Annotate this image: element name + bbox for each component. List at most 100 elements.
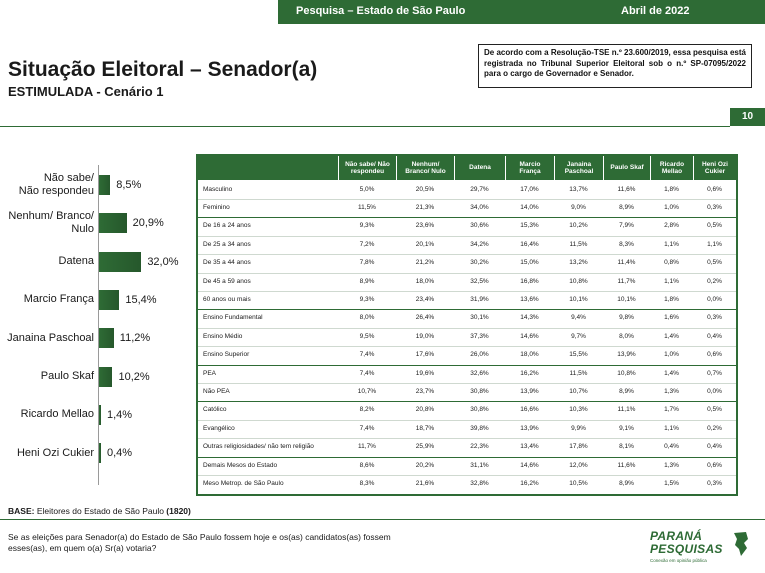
table-cell: 14,6% bbox=[520, 461, 539, 469]
table-cell: 20,1% bbox=[415, 240, 435, 248]
table-row-label: De 35 a 44 anos bbox=[203, 259, 251, 267]
table-cell: 15,0% bbox=[520, 259, 539, 267]
table-cell: 1,3% bbox=[664, 387, 679, 395]
table-cell: 29,7% bbox=[470, 185, 489, 193]
table-cell: 0,5% bbox=[707, 259, 722, 267]
table-row-separator bbox=[198, 290, 736, 292]
table-row-label: Evangélico bbox=[203, 424, 235, 432]
table-cell: 11,7% bbox=[617, 277, 636, 285]
table-cell: 0,2% bbox=[707, 424, 722, 432]
table-cell: 8,3% bbox=[359, 479, 375, 487]
table-cell: 13,2% bbox=[569, 259, 588, 267]
table-cell: 16,8% bbox=[520, 277, 539, 285]
table-cell: 30,8% bbox=[470, 406, 489, 414]
table-cell: 0,8% bbox=[664, 259, 679, 267]
table-cell: 20,5% bbox=[415, 185, 435, 193]
table-cell: 32,5% bbox=[470, 277, 489, 285]
crosstab-table: Não sabe/ Não respondeu Nenhum/Branco/ Nul… bbox=[196, 154, 738, 496]
table-cell: 0,6% bbox=[707, 185, 722, 193]
table-cell: 16,2% bbox=[520, 369, 539, 377]
logo-line-2: PESQUISAS bbox=[650, 542, 723, 556]
table-cell: 8,3% bbox=[619, 240, 634, 248]
table-column-header: Heni Ozi Cukier bbox=[693, 156, 736, 180]
table-cell: 13,9% bbox=[520, 424, 539, 432]
table-cell: 0,0% bbox=[707, 387, 722, 395]
table-cell: 8,0% bbox=[619, 332, 634, 340]
table-column-header-line: Não sabe/ Não bbox=[345, 160, 390, 168]
table-row-separator bbox=[198, 327, 736, 329]
table-cell: 0,4% bbox=[707, 332, 722, 340]
table-cell: 13,7% bbox=[569, 185, 588, 193]
table-column-header-line: França bbox=[519, 168, 541, 175]
table-row-separator bbox=[198, 474, 736, 476]
table-cell: 11,5% bbox=[569, 240, 588, 248]
table-cell: 11,6% bbox=[617, 185, 636, 193]
table-cell: 30,6% bbox=[470, 222, 489, 230]
table-column-header-line: Paulo Skaf bbox=[610, 164, 644, 172]
table-cell: 11,4% bbox=[617, 259, 636, 267]
table-cell: 10,8% bbox=[569, 277, 588, 285]
table-cell: 8,0% bbox=[359, 314, 375, 322]
table-cell: 34,2% bbox=[470, 240, 489, 248]
table-row-label: Ensino Fundamental bbox=[203, 314, 263, 322]
table-column-header: Janaina Paschoal bbox=[554, 156, 603, 180]
table-column-header-text: Janaina Paschoal bbox=[565, 161, 594, 176]
table-row-label: 60 anos ou mais bbox=[203, 295, 251, 303]
table-cell: 7,2% bbox=[359, 240, 375, 248]
table-row: Ensino Médio 9,5% 19,0% 37,3% 14,6% 9,7% 8,0% 1… bbox=[198, 328, 736, 346]
table-cell: 30,1% bbox=[470, 314, 489, 322]
table-cell: 9,8% bbox=[619, 314, 634, 322]
chart-bar bbox=[99, 175, 111, 195]
table-cell: 10,7% bbox=[569, 387, 588, 395]
chart-bar bbox=[99, 328, 114, 349]
table-cell: 10,3% bbox=[569, 406, 588, 414]
table-row-label: Católico bbox=[203, 406, 227, 414]
table-cell: 9,1% bbox=[619, 424, 634, 432]
table-cell: 5,0% bbox=[359, 185, 375, 193]
table-cell: 14,3% bbox=[520, 314, 539, 322]
table-cell: 1,7% bbox=[664, 406, 679, 414]
table-row: Outras religiosidades/ não tem religião 1… bbox=[198, 438, 736, 456]
table-cell: 0,6% bbox=[707, 461, 722, 469]
table-cell: 0,4% bbox=[664, 443, 679, 451]
table-column-header-line: Datena bbox=[469, 164, 491, 172]
table-column-header-line: Cukier bbox=[704, 168, 726, 175]
table-cell: 31,1% bbox=[470, 461, 489, 469]
survey-question: Se as eleições para Senador(a) do Estado… bbox=[8, 532, 391, 553]
table-cell: 26,0% bbox=[470, 351, 489, 359]
table-column-header-line: Nenhum/ bbox=[411, 160, 440, 168]
table-cell: 26,4% bbox=[415, 314, 435, 322]
chart-category-label: Heni Ozi Cukier bbox=[0, 447, 94, 460]
table-row-label: Feminino bbox=[203, 203, 230, 211]
table-cell: 10,7% bbox=[357, 387, 377, 395]
table-column-header-line: Heni Ozi bbox=[701, 160, 728, 168]
chart-category-label-line: Janaina Paschoal bbox=[7, 331, 94, 344]
table-row-label: Ensino Superior bbox=[203, 351, 250, 359]
table-column-header: Não sabe/ Não respondeu bbox=[338, 156, 396, 180]
table-cell: 21,6% bbox=[415, 479, 435, 487]
table-cell: 31,9% bbox=[470, 295, 489, 303]
table-row: Católico 8,2% 20,8% 30,8% 16,6% 10,3% 11,1% 1,7… bbox=[198, 401, 736, 419]
chart-category-label-line: Não respondeu bbox=[18, 185, 94, 197]
table-row: De 25 a 34 anos 7,2% 20,1% 34,2% 16,4% 11,5% 8… bbox=[198, 236, 736, 254]
chart-category-label-line: Não sabe/ bbox=[43, 172, 94, 184]
table-cell: 1,0% bbox=[664, 203, 679, 211]
page-number: 10 bbox=[730, 108, 765, 126]
table-row-label: Não PEA bbox=[203, 387, 230, 395]
chart-category-label: Paulo Skaf bbox=[0, 370, 94, 383]
table-cell: 1,8% bbox=[664, 185, 679, 193]
table-cell: 1,4% bbox=[664, 332, 679, 340]
table-row: Feminino 11,5% 21,3% 34,0% 14,0% 9,0% 8,9% 1,0%… bbox=[198, 199, 736, 217]
header-date: Abril de 2022 bbox=[621, 5, 690, 17]
table-cell: 9,3% bbox=[359, 222, 375, 230]
chart-category-label-line: Nenhum/ Branco/ bbox=[8, 210, 94, 223]
table-cell: 23,6% bbox=[415, 222, 435, 230]
chart-value-label: 15,4% bbox=[125, 293, 157, 306]
header-survey-title: Pesquisa – Estado de São Paulo bbox=[296, 5, 466, 17]
table-cell: 1,1% bbox=[664, 277, 679, 285]
table-row-separator bbox=[198, 198, 736, 200]
header-divider bbox=[0, 126, 730, 127]
page-subtitle: ESTIMULADA - Cenário 1 bbox=[8, 84, 164, 99]
table-cell: 11,1% bbox=[617, 406, 636, 414]
table-row: PEA 7,4% 19,6% 32,6% 16,2% 11,5% 10,8% 1,4% 0,7% bbox=[198, 365, 736, 383]
